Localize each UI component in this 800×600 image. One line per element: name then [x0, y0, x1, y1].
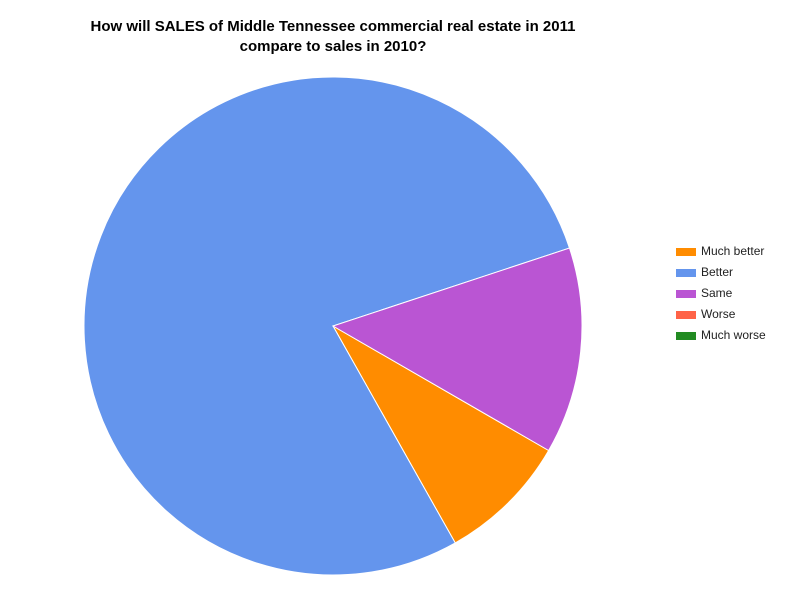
legend-swatch: [676, 248, 696, 256]
legend-swatch: [676, 332, 696, 340]
legend-label: Worse: [701, 307, 736, 321]
pie-slice: [331, 324, 550, 544]
pie-slice: [83, 76, 571, 576]
legend-label: Much worse: [701, 328, 766, 342]
legend-swatch: [676, 290, 696, 298]
legend-swatch: [676, 269, 696, 277]
pie-slice: [331, 247, 583, 452]
legend-label: Same: [701, 286, 733, 300]
chart-title: compare to sales in 2010?: [240, 38, 427, 55]
chart-title: How will SALES of Middle Tennessee comme…: [91, 18, 576, 35]
legend-label: Better: [701, 265, 733, 279]
legend-swatch: [676, 311, 696, 319]
legend-label: Much better: [701, 244, 764, 258]
